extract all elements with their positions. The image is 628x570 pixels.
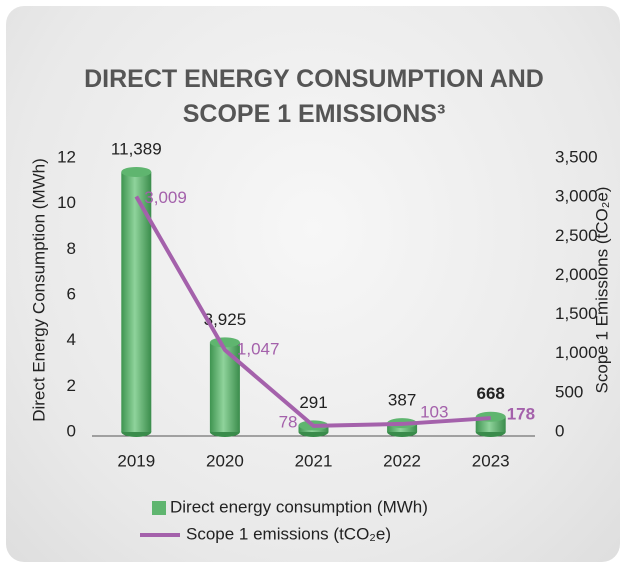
chart-title: DIRECT ENERGY CONSUMPTION AND SCOPE 1 EM… bbox=[84, 65, 544, 128]
x-tick-label: 2021 bbox=[295, 451, 333, 470]
y-tick-label: 2 bbox=[67, 376, 76, 395]
y-tick-label: 6 bbox=[67, 284, 76, 303]
y2-tick-label: 500 bbox=[555, 382, 583, 401]
bar bbox=[209, 342, 240, 432]
bar-value-label: 11,389 bbox=[111, 139, 162, 158]
x-tick-label: 2019 bbox=[117, 451, 155, 470]
y-tick-label: 10 bbox=[57, 193, 76, 212]
y2-tick-label: 3,000 bbox=[555, 187, 598, 206]
y2-tick-label: 2,500 bbox=[555, 226, 598, 245]
y-tick-label: 8 bbox=[67, 239, 76, 258]
y2-tick-label: 3,500 bbox=[555, 147, 598, 166]
bar-top bbox=[209, 337, 240, 348]
bar-top bbox=[121, 166, 152, 177]
line-value-label: 1,047 bbox=[237, 340, 280, 359]
legend-label: Scope 1 emissions (tCO₂e) bbox=[186, 524, 391, 543]
y2-tick-label: 1,500 bbox=[555, 304, 598, 323]
y2-tick-label: 2,000 bbox=[555, 265, 598, 284]
legend-label: Direct energy consumption (MWh) bbox=[170, 497, 428, 516]
y2-tick-label: 1,000 bbox=[555, 343, 598, 362]
bar-value-label: 291 bbox=[299, 393, 327, 412]
y-tick-label: 0 bbox=[67, 421, 76, 440]
line-value-label: 78 bbox=[279, 412, 298, 431]
line-value-label: 178 bbox=[507, 405, 535, 424]
bar-value-label: 3,925 bbox=[204, 310, 247, 329]
x-tick-label: 2020 bbox=[206, 451, 244, 470]
line-value-label: 3,009 bbox=[144, 188, 187, 207]
line bbox=[134, 195, 491, 428]
y2-tick-label: 0 bbox=[555, 421, 564, 440]
line-value-label: 103 bbox=[420, 402, 448, 421]
y-axis-title: Direct Energy Consumption (MWh) bbox=[29, 158, 48, 422]
bar-value-label: 668 bbox=[477, 384, 505, 403]
legend-swatch bbox=[152, 501, 166, 515]
x-tick-label: 2022 bbox=[383, 451, 421, 470]
y2-axis-title: Scope 1 Emissions (tCO₂e) bbox=[592, 187, 611, 394]
card bbox=[6, 6, 620, 562]
x-tick-label: 2023 bbox=[472, 451, 510, 470]
y-tick-label: 4 bbox=[67, 330, 76, 349]
y-tick-label: 12 bbox=[57, 147, 76, 166]
bar-value-label: 387 bbox=[388, 391, 416, 410]
